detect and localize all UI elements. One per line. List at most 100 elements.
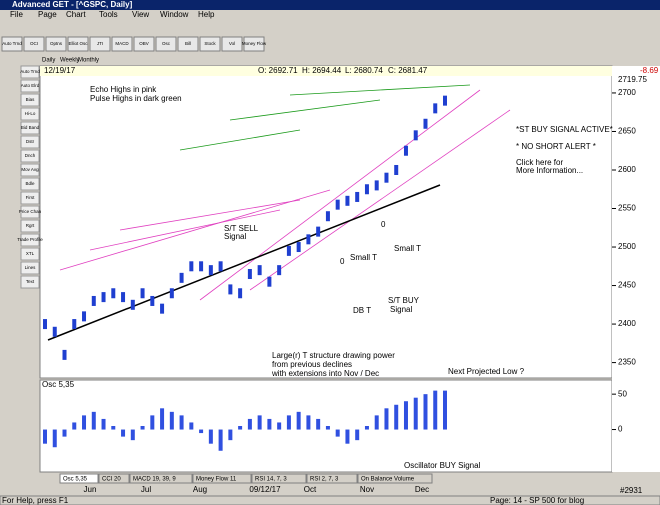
toolbar-button[interactable] [1, 36, 23, 52]
side-tool-label[interactable]: Bdle [25, 181, 35, 186]
timeframe-tab[interactable]: Daily [42, 58, 55, 64]
toolbar-button[interactable] [133, 36, 155, 52]
side-tool-label[interactable]: Bid Band [21, 125, 40, 130]
indicator-tab[interactable] [98, 473, 130, 484]
side-tool[interactable] [20, 135, 40, 149]
indicator-tab[interactable] [129, 473, 193, 484]
side-tool-label[interactable]: Auto Trnd [20, 69, 40, 74]
toolbar-label[interactable]: OBV [139, 41, 149, 46]
ohlc-high: H: 2694.44 [302, 66, 342, 75]
side-tool[interactable] [20, 79, 40, 93]
indicator-tab[interactable] [251, 473, 307, 484]
toolbar-button[interactable] [243, 36, 265, 52]
osc-bar [345, 429, 350, 444]
side-tool-label[interactable]: Bias [26, 97, 36, 102]
toolbar-label[interactable]: Bill [185, 41, 191, 46]
price-bar [267, 276, 272, 287]
menu-item[interactable]: View [132, 10, 149, 19]
annotation: Small T [394, 244, 421, 253]
side-tool-label[interactable]: XTL [26, 251, 35, 256]
side-tool-label[interactable]: Hi-Lo [25, 111, 36, 116]
side-tool-label[interactable]: Auto Elrd [21, 83, 40, 88]
side-tool[interactable] [20, 107, 40, 121]
side-tool-label[interactable]: Mov Avg [21, 167, 39, 172]
price-bar [257, 265, 262, 276]
indicator-tab-label[interactable]: On Balance Volume [361, 477, 415, 483]
side-tool-label[interactable]: Trade Profile [17, 237, 43, 242]
side-tool[interactable] [20, 163, 40, 177]
side-tool-label[interactable]: First [26, 195, 35, 200]
menu-item[interactable]: Chart [66, 10, 86, 19]
toolbar-button[interactable] [199, 36, 221, 52]
price-bar [140, 288, 145, 299]
osc-bar [228, 429, 233, 441]
toolbar-label[interactable]: Auto Trnd [2, 41, 22, 46]
indicator-tab[interactable] [357, 473, 433, 484]
side-tool-label[interactable]: Price Chan [19, 209, 42, 214]
annotation[interactable]: More Information... [516, 166, 583, 175]
menu-item[interactable]: Window [160, 10, 189, 19]
toolbar-button[interactable] [89, 36, 111, 52]
toolbar-label[interactable]: Vol [229, 41, 235, 46]
annotation: S/T SELL [224, 224, 259, 233]
toolbar-button[interactable] [23, 36, 45, 52]
price-bar [335, 199, 340, 210]
osc-bar [62, 429, 67, 437]
indicator-tab[interactable] [59, 473, 99, 484]
status-code: #2931 [620, 486, 643, 495]
menu-item[interactable]: Help [198, 10, 215, 19]
menu-item[interactable]: File [10, 10, 23, 19]
toolbar-label[interactable]: Optns [50, 41, 63, 46]
osc-bar [238, 426, 243, 430]
x-tick-label: Oct [304, 485, 317, 494]
side-tool-label[interactable]: Dnch [25, 153, 36, 158]
toolbar-label[interactable]: JTI [97, 41, 103, 46]
toolbar-label[interactable]: OCI [30, 41, 38, 46]
price-bar [62, 349, 67, 360]
side-tool[interactable] [20, 191, 40, 205]
side-tool[interactable] [20, 233, 40, 247]
indicator-tab-label[interactable]: Osc 5,35 [63, 477, 88, 483]
toolbar-label[interactable]: Elliot Osc [68, 41, 88, 46]
osc-bar [296, 411, 301, 430]
indicator-tab-label[interactable]: CCI 20 [102, 477, 121, 483]
toolbar-label[interactable]: Money Flow [242, 41, 267, 46]
toolbar-label[interactable]: MACD [115, 41, 129, 46]
side-tool[interactable] [20, 177, 40, 191]
toolbar-label[interactable]: Stock [204, 41, 216, 46]
side-tool[interactable] [20, 219, 40, 233]
indicator-tab[interactable] [192, 473, 252, 484]
side-tool-label[interactable]: Text [26, 279, 35, 284]
side-tool[interactable] [20, 275, 40, 289]
toolbar-button[interactable] [45, 36, 67, 52]
toolbar-button[interactable] [111, 36, 133, 52]
side-tool[interactable] [20, 205, 40, 219]
annotation[interactable]: *ST BUY SIGNAL ACTIVE* [516, 125, 613, 134]
price-bar [364, 184, 369, 195]
side-tool[interactable] [20, 261, 40, 275]
menu-item[interactable]: Tools [99, 10, 118, 19]
indicator-tab-label[interactable]: Money Flow 11 [196, 477, 237, 483]
side-tool-label[interactable]: Lines [25, 265, 37, 270]
side-tool-label[interactable]: Dstr [26, 139, 35, 144]
indicator-tab-label[interactable]: MACD 19, 39, 9 [133, 477, 176, 483]
timeframe-tab[interactable]: Monthly [78, 58, 99, 64]
toolbar-button[interactable] [221, 36, 243, 52]
side-tool[interactable] [20, 149, 40, 163]
annotation[interactable]: Click here for [516, 158, 563, 167]
toolbar-button[interactable] [67, 36, 89, 52]
side-tool[interactable] [20, 65, 40, 79]
side-tool[interactable] [20, 93, 40, 107]
toolbar-button[interactable] [177, 36, 199, 52]
indicator-tab[interactable] [306, 473, 358, 484]
annotation[interactable]: * NO SHORT ALERT * [516, 142, 596, 151]
indicator-tab-label[interactable]: RSI 14, 7, 3 [255, 477, 287, 483]
side-tool-label[interactable]: Rgrt [26, 223, 35, 228]
toolbar-button[interactable] [155, 36, 177, 52]
side-tool[interactable] [20, 247, 40, 261]
toolbar-label[interactable]: Osc [162, 41, 171, 46]
indicator-tab-label[interactable]: RSI 2, 7, 3 [310, 477, 339, 483]
timeframe-tab[interactable]: Weekly [60, 58, 80, 64]
side-tool[interactable] [20, 121, 40, 135]
menu-item[interactable]: Page [38, 10, 57, 19]
